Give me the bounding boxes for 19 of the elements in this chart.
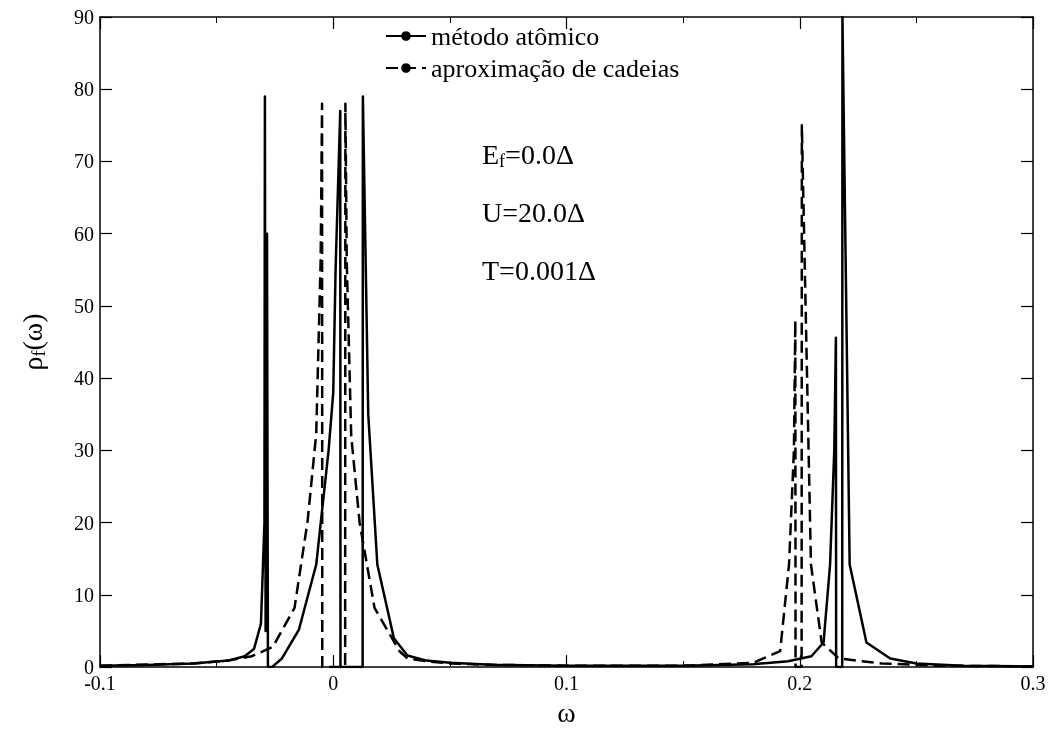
y-tick-label: 80 [74, 78, 94, 101]
y-tick-label: 60 [74, 222, 94, 245]
annotation: U=20.0Δ [482, 196, 586, 228]
y-tick-label: 50 [74, 294, 94, 317]
x-tick-label: 0.2 [787, 672, 813, 695]
x-axis-title: ω [557, 696, 576, 728]
annotation: T=0.001Δ [482, 254, 596, 286]
legend-label: aproximação de cadeias [431, 53, 680, 83]
x-tick-label: 0 [328, 672, 339, 695]
y-tick-label: 20 [74, 511, 94, 534]
y-axis-title: ρf(ω) [17, 313, 49, 371]
y-tick-label: 70 [74, 150, 94, 173]
x-tick-label: 0.3 [1020, 672, 1046, 695]
y-tick-label: 30 [74, 439, 94, 462]
y-tick-label: 40 [74, 367, 94, 390]
legend-label: método atômico [431, 21, 600, 51]
y-tick-label: 90 [74, 6, 94, 28]
x-tick-label: 0.1 [554, 672, 579, 695]
y-tick-label: 10 [74, 583, 94, 606]
